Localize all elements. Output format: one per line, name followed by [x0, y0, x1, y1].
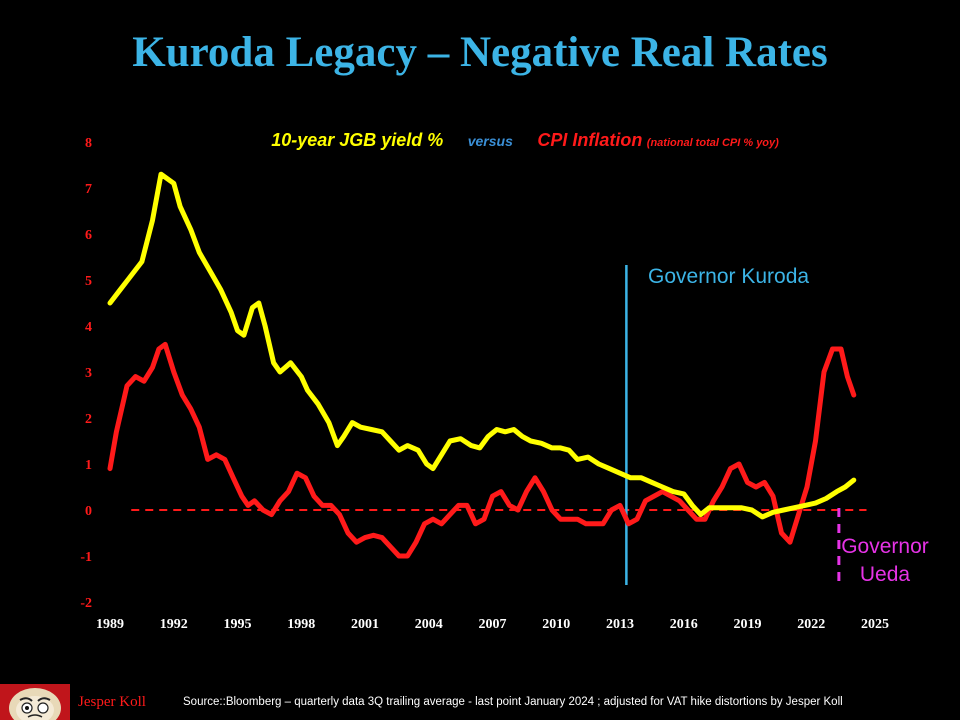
y-tick-label: 2	[85, 412, 92, 427]
y-tick-label: -1	[80, 550, 92, 565]
x-tick-label: 2025	[861, 617, 889, 632]
x-tick-label: 2013	[606, 617, 634, 632]
x-tick-label: 1995	[224, 617, 252, 632]
footer: Jesper Koll Source::Bloomberg – quarterl…	[0, 684, 960, 720]
y-axis-ticks: 8 7 6 5 4 3 2 1 0 -1 -2	[80, 136, 92, 611]
source-note: Source::Bloomberg – quarterly data 3Q tr…	[183, 696, 843, 708]
y-tick-label: 4	[85, 320, 92, 335]
y-tick-label: 0	[85, 504, 92, 519]
y-tick-label: 7	[85, 182, 92, 197]
x-axis-ticks: 1989 1992 1995 1998 2001 2004 2007 2010 2013 2016…	[96, 617, 889, 632]
y-tick-label: 3	[85, 366, 92, 381]
x-tick-label: 1998	[287, 617, 315, 632]
reference-lines	[131, 265, 867, 588]
series-line	[107, 341, 857, 559]
legend-yield-label: 10-year JGB yield %	[271, 130, 444, 150]
x-tick-label: 2022	[797, 617, 825, 632]
x-tick-label: 1989	[96, 617, 124, 632]
legend-versus: versus	[467, 133, 513, 149]
y-tick-label: 6	[85, 228, 92, 243]
x-tick-label: 2001	[351, 617, 379, 632]
series-line	[107, 171, 857, 520]
y-tick-label: 8	[85, 136, 92, 151]
y-tick-label: 1	[85, 458, 92, 473]
annotation-ueda-line1: Governor	[841, 535, 929, 558]
x-tick-label: 2010	[542, 617, 570, 632]
x-tick-label: 2019	[734, 617, 762, 632]
annotation-governor-ueda: Governor Ueda	[830, 533, 940, 589]
x-tick-label: 2007	[479, 617, 507, 632]
legend-cpi-label: CPI Inflation	[537, 130, 643, 150]
annotation-ueda-line2: Ueda	[859, 563, 911, 586]
x-tick-label: 2004	[415, 617, 443, 632]
y-tick-label: 5	[85, 274, 92, 289]
legend-cpi-sublabel: (national total CPI % yoy)	[646, 137, 779, 149]
chart-title: Kuroda Legacy – Negative Real Rates	[132, 29, 828, 76]
x-tick-label: 1992	[160, 617, 188, 632]
daruma-logo-icon	[0, 684, 70, 720]
y-tick-label: -2	[80, 596, 92, 611]
x-tick-label: 2016	[670, 617, 698, 632]
author-name: Jesper Koll	[78, 694, 146, 710]
chart-legend: 10-year JGB yield % versus CPI Inflation…	[0, 130, 960, 151]
annotation-governor-kuroda: Governor Kuroda	[648, 265, 810, 288]
series-lines	[107, 171, 857, 559]
